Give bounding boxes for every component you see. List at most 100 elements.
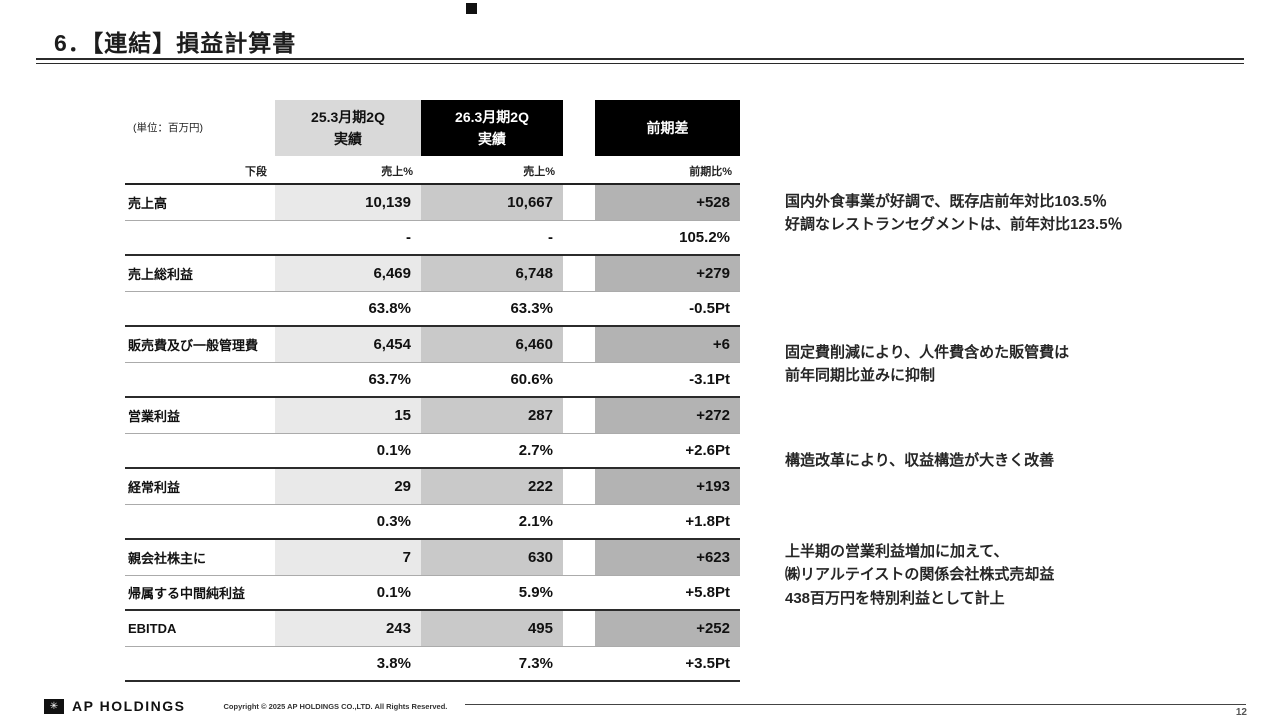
row-gap bbox=[563, 434, 595, 467]
table-header-row: (単位：百万円) 25.3月期2Q 実績 26.3月期2Q 実績 前期差 bbox=[125, 100, 740, 156]
pct-fy25: 3.8% bbox=[376, 655, 411, 672]
row-gap bbox=[563, 292, 595, 325]
row-gap bbox=[563, 327, 595, 362]
row-label-line2 bbox=[125, 505, 275, 538]
value-fy25: 15 bbox=[275, 398, 421, 433]
row-gap bbox=[563, 540, 595, 575]
page-number: 12 bbox=[1235, 707, 1247, 718]
annotation-sales: 国内外食事業が好調で、既存店前年対比103.5％ 好調なレストランセグメントは、… bbox=[785, 190, 1123, 237]
row-gap bbox=[563, 576, 595, 609]
top-mark bbox=[466, 3, 477, 14]
subheader-label: 下段 bbox=[245, 166, 267, 178]
row-label-line2: 帰属する中間純利益 bbox=[128, 586, 246, 601]
copyright-text: Copyright © 2025 AP HOLDINGS CO.,LTD. Al… bbox=[223, 701, 448, 711]
value-fy25: 243 bbox=[275, 611, 421, 646]
column-header-fy26: 26.3月期2Q 実績 bbox=[421, 100, 563, 156]
annotation-line: 固定費削減により、人件費含めた販管費は bbox=[785, 344, 1070, 361]
value-diff: +252 bbox=[595, 611, 740, 646]
pct-diff: +1.8Pt bbox=[685, 513, 730, 530]
row-label: 売上総利益 bbox=[128, 267, 194, 282]
value-fy26: 287 bbox=[421, 398, 563, 433]
row-label-line2 bbox=[125, 363, 275, 396]
table-row-group: 経常利益 29 222 +193 0.3% 2.1% +1.8Pt bbox=[125, 469, 740, 540]
table-row-group: 売上総利益 6,469 6,748 +279 63.8% 63.3% -0.5P… bbox=[125, 256, 740, 327]
table-row-group: 販売費及び一般管理費 6,454 6,460 +6 63.7% 60.6% -3… bbox=[125, 327, 740, 398]
pct-fy26: 2.7% bbox=[518, 442, 553, 459]
annotation-line: 上半期の営業利益増加に加えて、 bbox=[785, 543, 1009, 560]
pct-fy25: 63.8% bbox=[368, 300, 411, 317]
value-fy25: 6,469 bbox=[275, 256, 421, 291]
value-diff: +623 bbox=[595, 540, 740, 575]
row-label: EBITDA bbox=[128, 621, 177, 636]
row-label: 販売費及び一般管理費 bbox=[128, 338, 259, 353]
subheader-fy26: 売上% bbox=[523, 166, 555, 178]
footer: ✳ AP HOLDINGS Copyright © 2025 AP HOLDIN… bbox=[44, 698, 447, 714]
value-diff: +272 bbox=[595, 398, 740, 433]
annotation-line: 国内外食事業が好調で、既存店前年対比103.5％ bbox=[785, 193, 1107, 210]
column-header-fy26-actual: 実績 bbox=[478, 131, 506, 147]
row-label-line2 bbox=[125, 647, 275, 680]
pct-diff: +5.8Pt bbox=[685, 584, 730, 601]
table-row-group: 営業利益 15 287 +272 0.1% 2.7% +2.6Pt bbox=[125, 398, 740, 469]
unit-label-text: (単位：百万円) bbox=[133, 121, 203, 134]
row-gap bbox=[563, 398, 595, 433]
annotation-line: ㈱リアルテイストの関係会社株式売却益 bbox=[785, 566, 1055, 584]
row-label-line2 bbox=[125, 434, 275, 467]
value-diff: +193 bbox=[595, 469, 740, 504]
row-label: 経常利益 bbox=[128, 480, 181, 495]
value-diff: +279 bbox=[595, 256, 740, 291]
pl-table: (単位：百万円) 25.3月期2Q 実績 26.3月期2Q 実績 前期差 下段 … bbox=[125, 100, 740, 682]
pct-fy26: - bbox=[548, 229, 553, 246]
subheader-diff: 前期比% bbox=[689, 166, 732, 178]
table-subheader-row: 下段 売上% 売上% 前期比% bbox=[125, 156, 740, 185]
brand-name: AP HOLDINGS bbox=[72, 698, 186, 714]
subheader-fy25: 売上% bbox=[381, 166, 413, 178]
column-header-fy25-actual: 実績 bbox=[334, 131, 362, 147]
annotation-net-income: 上半期の営業利益増加に加えて、 ㈱リアルテイストの関係会社株式売却益 438百万… bbox=[785, 540, 1054, 610]
pct-fy26: 7.3% bbox=[518, 655, 553, 672]
value-fy26: 6,460 bbox=[421, 327, 563, 362]
value-fy25: 29 bbox=[275, 469, 421, 504]
header-gap bbox=[563, 100, 595, 156]
annotation-line: 構造改革により、収益構造が大きく改善 bbox=[785, 452, 1055, 469]
column-header-fy25-period: 25.3月期2Q bbox=[311, 108, 385, 125]
pct-fy25: 0.1% bbox=[376, 584, 411, 601]
unit-label: (単位：百万円) bbox=[125, 100, 275, 156]
row-gap bbox=[563, 363, 595, 396]
pct-diff: 105.2% bbox=[679, 229, 730, 246]
annotation-line: 好調なレストランセグメントは、前年対比123.5％ bbox=[785, 216, 1123, 234]
annotation-line: 438百万円を特別利益として計上 bbox=[785, 589, 1005, 607]
pct-diff: +3.5Pt bbox=[685, 655, 730, 672]
value-fy26: 222 bbox=[421, 469, 563, 504]
pct-diff: -0.5Pt bbox=[689, 300, 730, 317]
row-label: 売上高 bbox=[128, 196, 168, 211]
value-fy26: 495 bbox=[421, 611, 563, 646]
table-row-group: 売上高 10,139 10,667 +528 - - 105.2% bbox=[125, 185, 740, 256]
pct-fy26: 63.3% bbox=[510, 300, 553, 317]
value-fy25: 10,139 bbox=[275, 185, 421, 220]
table-row-group: 親会社株主に 7 630 +623 帰属する中間純利益 0.1% 5.9% +5… bbox=[125, 540, 740, 611]
ap-holdings-logo-icon: ✳ bbox=[44, 698, 64, 714]
row-label-line2 bbox=[125, 292, 275, 325]
row-label: 親会社株主に bbox=[128, 551, 207, 566]
pct-diff: -3.1Pt bbox=[689, 371, 730, 388]
value-fy25: 7 bbox=[275, 540, 421, 575]
subheader-gap bbox=[563, 179, 595, 183]
row-gap bbox=[563, 256, 595, 291]
value-fy26: 630 bbox=[421, 540, 563, 575]
row-gap bbox=[563, 469, 595, 504]
annotation-line: 前年同期比並みに抑制 bbox=[785, 367, 936, 385]
pct-fy26: 5.9% bbox=[518, 584, 553, 601]
row-label: 営業利益 bbox=[128, 409, 181, 424]
page-title: 6．【連結】損益計算書 bbox=[54, 30, 297, 56]
title-divider bbox=[36, 58, 1244, 64]
pct-fy25: - bbox=[406, 229, 411, 246]
annotation-operating-income: 構造改革により、収益構造が大きく改善 bbox=[785, 449, 1054, 472]
row-gap bbox=[563, 185, 595, 220]
column-header-fy25: 25.3月期2Q 実績 bbox=[275, 100, 421, 156]
value-fy26: 6,748 bbox=[421, 256, 563, 291]
pct-diff: +2.6Pt bbox=[685, 442, 730, 459]
annotation-sga: 固定費削減により、人件費含めた販管費は 前年同期比並みに抑制 bbox=[785, 341, 1069, 388]
pct-fy25: 63.7% bbox=[368, 371, 411, 388]
